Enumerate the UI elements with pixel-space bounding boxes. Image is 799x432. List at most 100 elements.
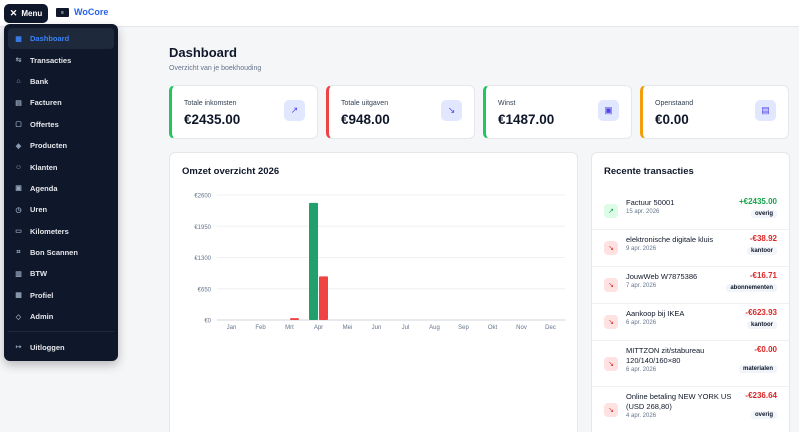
trending-up-icon: ↗ <box>284 100 305 121</box>
transaction-list: ↗ Factuur 50001 15 apr. 2026 +€2435.00 overi… <box>592 193 789 432</box>
calculator-icon: ▥ <box>15 270 22 278</box>
transaction-category-badge: kantoor <box>746 321 777 329</box>
y-tick-label: €650 <box>198 287 212 293</box>
y-tick-label: €1300 <box>194 256 211 262</box>
sidebar-item-label: Facturen <box>30 98 62 108</box>
sidebar-item-label: Agenda <box>30 183 58 193</box>
arrow-down-right-icon: ↘ <box>604 241 618 255</box>
stat-label: Totale uitgaven <box>341 100 389 107</box>
recent-transactions-card: Recente transacties ↗ Factuur 50001 15 apr… <box>591 152 790 432</box>
transaction-row[interactable]: ↘ elektronische digitale kluis 9 apr. 2026… <box>592 230 789 267</box>
users-icon: ☺ <box>14 163 23 171</box>
transaction-date: 15 apr. 2026 <box>626 209 660 215</box>
arrows-icon: ⇆ <box>15 57 22 65</box>
transaction-row[interactable]: ↘ MITTZON zit/stabureau 120/140/160×80 6 a… <box>592 341 789 387</box>
bar-mrt-series-1[interactable] <box>290 318 299 320</box>
x-tick-label: Jan <box>227 325 237 331</box>
sidebar-item-agenda[interactable]: ▣ Agenda <box>8 178 114 199</box>
transaction-category-badge: overig <box>750 411 777 419</box>
sidebar-item-label: Producten <box>30 141 68 151</box>
transaction-date: 6 apr. 2026 <box>626 367 657 373</box>
file-icon: ▤ <box>15 99 22 107</box>
sidebar-item-profiel[interactable]: ▦ Profiel <box>8 285 114 306</box>
sidebar-item-label: Offertes <box>30 119 59 129</box>
sidebar-item-kilometers[interactable]: ▭ Kilometers <box>8 221 114 242</box>
transaction-description: Factuur 50001 <box>626 198 675 207</box>
x-tick-label: Jul <box>402 325 410 331</box>
shield-icon: ◇ <box>15 313 22 321</box>
x-tick-label: Mei <box>343 325 353 331</box>
scan-icon: ⌗ <box>16 248 21 256</box>
transaction-category-badge: overig <box>750 210 777 218</box>
stat-label: Winst <box>498 100 516 107</box>
arrow-down-right-icon: ↘ <box>604 278 618 292</box>
page-title: Dashboard <box>169 45 237 60</box>
revenue-bar-chart: €0 €650 €1300 €1950 €2600 Jan Feb Mrt Apr Mei Jun J… <box>194 194 565 331</box>
transaction-date: 4 apr. 2026 <box>626 413 657 419</box>
logo-icon: ≡ <box>56 8 69 17</box>
wallet-icon: ▣ <box>598 100 619 121</box>
document-icon: ▤ <box>755 100 776 121</box>
menu-toggle-button[interactable]: ✕ Menu <box>4 4 48 23</box>
x-tick-label: Dec <box>545 325 556 331</box>
stat-value: €1487.00 <box>498 112 555 127</box>
sidebar-item-label: Dashboard <box>30 34 70 44</box>
page-subtitle: Overzicht van je boekhouding <box>169 65 262 72</box>
stat-card-3: Openstaand €0.00 ▤ <box>640 85 789 139</box>
close-icon: ✕ <box>9 8 18 18</box>
sidebar-item-btw[interactable]: ▥ BTW <box>8 263 114 284</box>
sidebar-item-offertes[interactable]: ▢ Offertes <box>8 114 114 135</box>
bar-apr-series-0[interactable] <box>309 202 318 320</box>
sidebar-item-facturen[interactable]: ▤ Facturen <box>8 92 114 113</box>
x-tick-label: Nov <box>516 325 527 331</box>
logout-button[interactable]: ↦ Uitloggen <box>8 336 114 357</box>
x-tick-label: Jun <box>372 325 382 331</box>
arrow-down-right-icon: ↘ <box>604 357 618 371</box>
sidebar-item-producten[interactable]: ◈ Producten <box>8 135 114 156</box>
sidebar-item-bank[interactable]: ⌂ Bank <box>8 71 114 92</box>
brand-name[interactable]: WoCore <box>74 7 109 17</box>
arrow-up-right-icon: ↗ <box>604 204 618 218</box>
building-icon: ▦ <box>15 292 22 300</box>
bar-apr-series-1[interactable] <box>319 276 328 320</box>
car-icon: ▭ <box>15 228 22 236</box>
transaction-row[interactable]: ↘ Aankoop bij IKEA 6 apr. 2026 -€623.93 kant… <box>592 304 789 341</box>
transaction-amount: -€38.92 <box>749 234 777 243</box>
transaction-description: MITTZON zit/stabureau 120/140/160×80 <box>626 346 705 365</box>
chart-title: Omzet overzicht 2026 <box>182 166 280 177</box>
sidebar-item-dashboard[interactable]: ▦ Dashboard <box>8 28 114 50</box>
stat-card-1: Totale uitgaven €948.00 ↘ <box>326 85 475 139</box>
sidebar-divider <box>8 331 114 333</box>
arrow-down-right-icon: ↘ <box>604 315 618 329</box>
transaction-category-badge: abonnementen <box>726 284 777 292</box>
x-tick-label: Aug <box>429 325 440 331</box>
logout-label: Uitloggen <box>30 342 65 352</box>
sidebar-item-klanten[interactable]: ☺ Klanten <box>8 156 114 177</box>
transaction-amount: -€623.93 <box>745 308 777 317</box>
sidebar-item-admin[interactable]: ◇ Admin <box>8 306 114 327</box>
transaction-amount: -€236.64 <box>745 391 777 400</box>
transaction-description: JouwWeb W7875386 <box>626 272 698 281</box>
transaction-row[interactable]: ↘ JouwWeb W7875386 7 apr. 2026 -€16.71 abonn… <box>592 267 789 304</box>
transaction-description: Online betaling NEW YORK US (USD 268,80) <box>626 392 732 411</box>
transaction-amount: -€16.71 <box>749 271 777 280</box>
revenue-chart-card: Omzet overzicht 2026 €0 €650 €1300 €1950 €26… <box>169 152 578 432</box>
sidebar-item-label: Klanten <box>30 162 58 172</box>
transaction-category-badge: materialen <box>738 365 777 373</box>
clock-icon: ◷ <box>15 206 22 214</box>
calendar-icon: ▣ <box>15 185 22 193</box>
grid-icon: ▦ <box>15 35 22 43</box>
menu-button-label: Menu <box>21 9 43 18</box>
x-tick-label: Feb <box>255 325 266 331</box>
x-tick-label: Okt <box>488 325 498 331</box>
transaction-category-badge: kantoor <box>746 247 777 255</box>
sidebar-item-uren[interactable]: ◷ Uren <box>8 199 114 220</box>
stat-value: €2435.00 <box>184 112 241 127</box>
sidebar-item-label: Bank <box>30 76 49 86</box>
transaction-date: 7 apr. 2026 <box>626 283 657 289</box>
sidebar-item-transacties[interactable]: ⇆ Transacties <box>8 49 114 70</box>
transaction-row[interactable]: ↘ Online betaling NEW YORK US (USD 268,80… <box>592 387 789 432</box>
transaction-row[interactable]: ↗ Factuur 50001 15 apr. 2026 +€2435.00 overi… <box>592 193 789 230</box>
sidebar-item-bon-scannen[interactable]: ⌗ Bon Scannen <box>8 242 114 263</box>
y-tick-label: €0 <box>204 319 211 325</box>
